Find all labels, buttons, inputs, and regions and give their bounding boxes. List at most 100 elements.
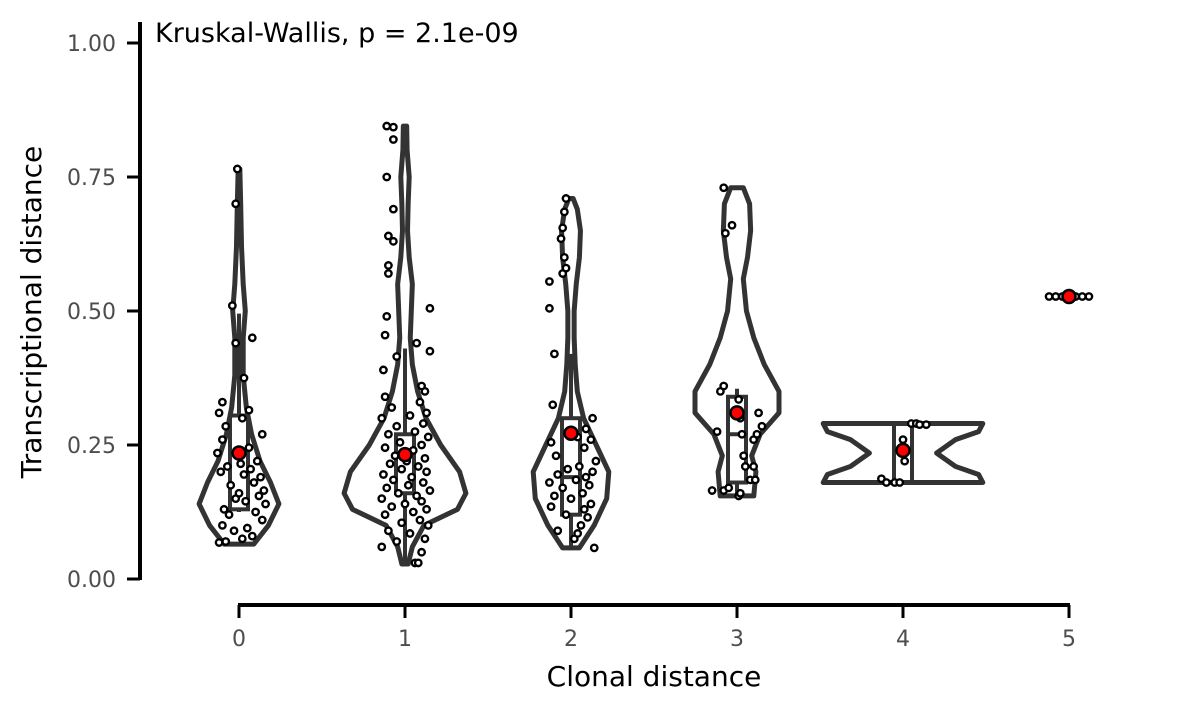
data-point xyxy=(388,475,398,485)
data-point xyxy=(382,172,392,182)
data-point xyxy=(757,421,767,431)
data-point xyxy=(550,491,559,501)
violin-group-5 xyxy=(1044,288,1094,305)
data-point xyxy=(1084,292,1094,301)
data-point xyxy=(422,467,431,477)
data-point xyxy=(561,194,571,203)
data-point xyxy=(213,448,222,458)
data-point xyxy=(382,121,392,131)
data-point xyxy=(403,480,413,490)
data-point xyxy=(392,421,402,431)
data-point xyxy=(550,349,559,359)
data-point xyxy=(383,269,393,278)
data-point xyxy=(237,413,247,423)
data-point xyxy=(221,537,231,546)
data-point xyxy=(247,531,257,541)
data-point xyxy=(388,236,398,246)
data-point xyxy=(400,499,410,509)
data-point xyxy=(388,122,398,132)
data-point xyxy=(586,435,596,445)
data-point xyxy=(712,427,722,436)
data-point xyxy=(553,526,563,536)
data-point xyxy=(257,429,267,439)
data-point xyxy=(393,488,403,498)
data-point xyxy=(217,521,227,530)
data-point xyxy=(425,303,435,313)
data-point xyxy=(551,451,561,461)
y-tick-label: 0.00 xyxy=(67,568,116,593)
data-point xyxy=(545,478,554,487)
data-point xyxy=(390,451,400,461)
data-point xyxy=(392,352,402,361)
data-point xyxy=(254,491,264,501)
data-point xyxy=(397,518,407,528)
data-point xyxy=(222,462,232,471)
data-point xyxy=(589,543,599,553)
summary-point xyxy=(729,405,745,421)
violin-shape xyxy=(341,123,469,567)
data-point xyxy=(425,346,435,356)
data-point xyxy=(226,480,236,490)
y-tick-label: 0.75 xyxy=(67,166,116,191)
data-point xyxy=(584,480,594,490)
data-point xyxy=(422,408,431,418)
violin-group-3 xyxy=(692,183,782,501)
data-point xyxy=(239,373,249,383)
data-point xyxy=(413,462,423,471)
y-axis-title: Transcriptional distance xyxy=(15,146,48,480)
data-point xyxy=(217,435,227,445)
data-point xyxy=(719,183,729,193)
data-point xyxy=(727,220,737,230)
data-point xyxy=(588,467,597,477)
data-point xyxy=(377,494,387,503)
data-point xyxy=(418,419,428,428)
data-point xyxy=(571,475,581,485)
data-point xyxy=(576,521,586,530)
x-tick-label: 0 xyxy=(232,627,246,652)
data-point xyxy=(395,437,405,447)
data-point xyxy=(418,478,428,487)
x-ticks: 0 1 2 3 4 5 xyxy=(232,605,1076,652)
y-tick-label: 0.25 xyxy=(67,434,116,459)
data-point xyxy=(752,429,762,439)
summary-point xyxy=(231,445,247,461)
data-point xyxy=(234,488,244,498)
data-point xyxy=(573,529,583,538)
data-point xyxy=(259,486,269,495)
data-point xyxy=(219,504,229,514)
data-point xyxy=(407,472,417,482)
data-point xyxy=(739,451,749,461)
data-point xyxy=(229,526,239,536)
data-point xyxy=(586,499,596,509)
data-point xyxy=(412,338,422,348)
data-point xyxy=(735,488,745,498)
data-point xyxy=(750,475,760,485)
x-tick-label: 3 xyxy=(730,627,744,652)
data-point xyxy=(546,437,556,447)
data-point xyxy=(921,420,931,430)
data-point xyxy=(405,411,415,420)
data-point xyxy=(231,199,241,209)
violin-group-0 xyxy=(196,164,282,547)
data-point xyxy=(581,424,591,434)
data-point xyxy=(387,403,397,412)
data-point xyxy=(383,526,393,536)
kruskal-wallis-annotation: Kruskal-Wallis, p = 2.1e-09 xyxy=(155,18,519,49)
data-point xyxy=(749,462,758,471)
data-point xyxy=(415,397,425,407)
data-point xyxy=(423,521,433,530)
data-point xyxy=(574,462,584,471)
data-point xyxy=(380,330,390,340)
data-point xyxy=(882,478,891,487)
data-point xyxy=(408,507,418,517)
data-point xyxy=(227,301,237,311)
violin-group-2 xyxy=(530,194,612,553)
data-point xyxy=(707,486,717,495)
summary-point xyxy=(397,446,413,463)
data-point xyxy=(377,413,387,423)
data-point xyxy=(559,252,569,262)
data-point xyxy=(420,453,430,463)
data-point xyxy=(740,462,750,471)
data-point xyxy=(388,135,398,144)
plot-area xyxy=(196,121,1094,568)
